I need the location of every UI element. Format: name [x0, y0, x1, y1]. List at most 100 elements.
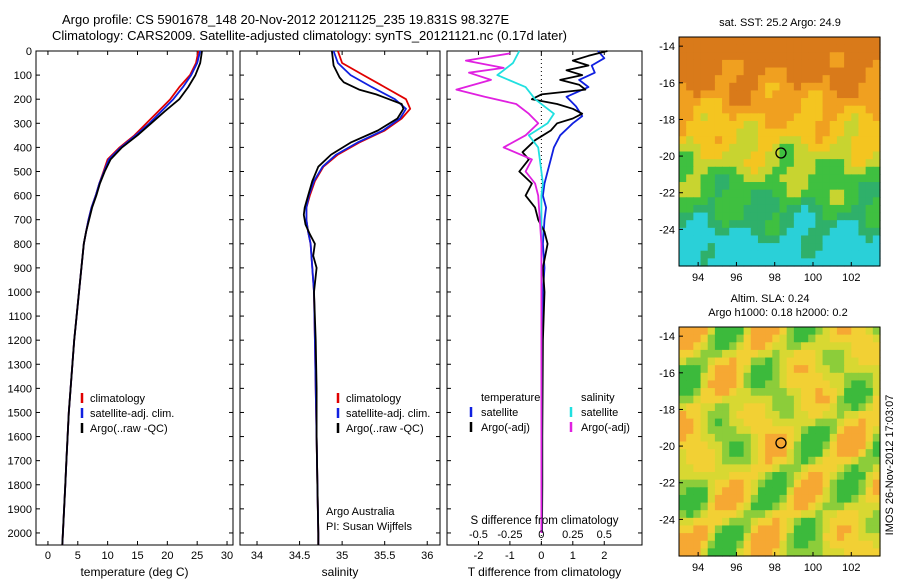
- map-cell: [779, 204, 788, 214]
- map-cell: [750, 357, 759, 366]
- map-cell: [679, 510, 687, 519]
- map-cell: [750, 44, 759, 53]
- map-cell: [844, 479, 852, 488]
- map-cell: [865, 120, 874, 130]
- map-cell: [772, 120, 781, 130]
- map-cell: [765, 227, 773, 237]
- map-cell: [865, 502, 874, 511]
- map-cell: [765, 433, 773, 443]
- map-cell: [772, 472, 781, 481]
- map-cell: [844, 90, 852, 99]
- map-cell: [779, 487, 788, 496]
- map-cell: [707, 98, 716, 107]
- map-x-tick-label: 102: [842, 562, 860, 574]
- map-cell: [757, 479, 766, 488]
- map-cell: [714, 75, 723, 84]
- credit-line: Argo Australia: [326, 506, 395, 518]
- map-cell: [793, 479, 802, 488]
- map-cell: [772, 67, 781, 76]
- map-cell: [714, 82, 723, 92]
- map-cell: [786, 151, 795, 160]
- map-cell: [693, 235, 702, 244]
- map-cell: [865, 37, 874, 46]
- map-cell: [865, 113, 874, 122]
- map-cell: [714, 410, 723, 420]
- map-cell: [693, 327, 702, 336]
- map-cell: [686, 410, 694, 420]
- map-cell: [743, 372, 752, 382]
- map-cell: [736, 227, 745, 237]
- map-cell: [729, 517, 738, 527]
- map-cell: [829, 37, 838, 46]
- map-cell: [786, 525, 795, 534]
- map-cell: [786, 258, 795, 267]
- map-cell: [844, 365, 852, 374]
- map-cell: [772, 250, 781, 259]
- map-cell: [686, 52, 694, 61]
- map-cell: [743, 502, 752, 511]
- map-cell: [851, 189, 860, 198]
- depth-tick-label: 300: [14, 118, 32, 130]
- map-cell: [808, 243, 816, 252]
- map-cell: [729, 395, 738, 404]
- map-cell: [772, 182, 781, 191]
- map-cell: [865, 433, 874, 443]
- s-tick-label: -0.25: [497, 529, 522, 541]
- map-cell: [686, 220, 694, 229]
- map-cell: [808, 487, 816, 496]
- map-cell: [686, 90, 694, 99]
- map-cell: [844, 227, 852, 237]
- map-cell: [736, 479, 745, 488]
- map-cell: [722, 151, 730, 160]
- map-cell: [836, 67, 845, 76]
- legend-label: Argo(-adj): [481, 422, 530, 434]
- x-tick-label: 35: [336, 550, 348, 562]
- map-cell: [786, 59, 795, 69]
- x-tick-label: 36: [421, 550, 433, 562]
- map-cell: [815, 395, 824, 404]
- map-cell: [729, 494, 738, 504]
- map-cell: [707, 166, 716, 175]
- map-cell: [793, 258, 802, 267]
- map-cell: [801, 418, 809, 427]
- map-cell: [786, 182, 795, 191]
- map-cell: [750, 52, 759, 61]
- map-cell: [679, 395, 687, 404]
- map-cell: [722, 410, 730, 420]
- map-cell: [686, 159, 694, 168]
- map-cell: [765, 52, 773, 61]
- map-cell: [786, 120, 795, 130]
- map-cell: [779, 75, 788, 84]
- map-cell: [786, 235, 795, 244]
- map-cell: [693, 510, 702, 519]
- map-cell: [786, 365, 795, 374]
- x-axis-label: temperature (deg C): [80, 565, 188, 579]
- map-cell: [736, 151, 745, 160]
- map-cell: [772, 75, 781, 84]
- map-cell: [808, 479, 816, 488]
- map-cell: [829, 479, 838, 488]
- map-cell: [865, 105, 874, 114]
- map-cell: [700, 517, 709, 527]
- map-cell: [772, 418, 781, 427]
- map-cell: [772, 334, 781, 343]
- map-cell: [736, 159, 745, 168]
- map-cell: [757, 105, 766, 114]
- map-cell: [707, 75, 716, 84]
- map-cell: [822, 472, 831, 481]
- map-cell: [686, 357, 694, 366]
- map-cell: [815, 456, 824, 465]
- map-cell: [786, 166, 795, 175]
- map-cell: [793, 44, 802, 53]
- map-cell: [858, 212, 867, 221]
- map-cell: [865, 44, 874, 53]
- map-cell: [801, 357, 809, 366]
- map-cell: [851, 82, 860, 92]
- map-cell: [700, 212, 709, 221]
- map-cell: [772, 159, 781, 168]
- map-cell: [686, 143, 694, 153]
- map-cell: [851, 479, 860, 488]
- map-cell: [743, 75, 752, 84]
- map-cell: [700, 449, 709, 458]
- map-cell: [822, 44, 831, 53]
